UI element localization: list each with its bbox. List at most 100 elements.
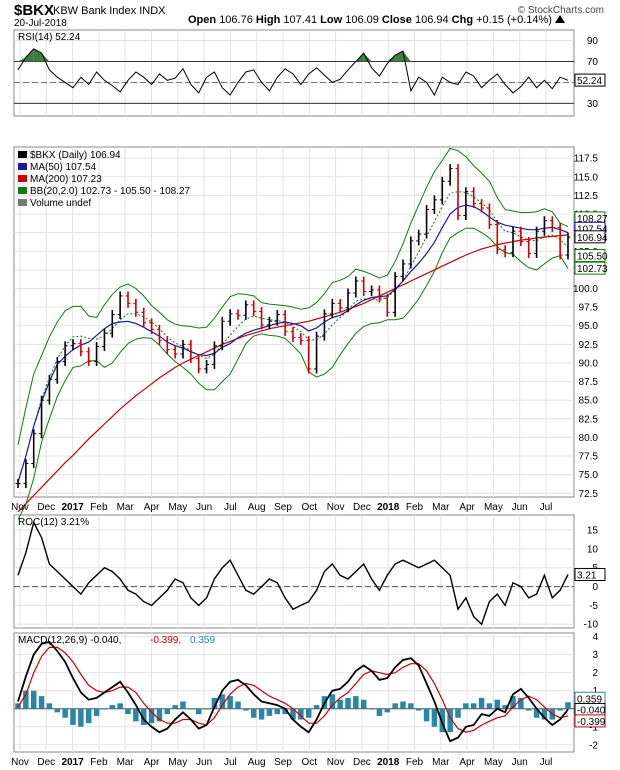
macd-histogram-bar bbox=[415, 708, 422, 711]
macd-tag-2: -0.399 bbox=[577, 717, 606, 728]
chart-symbol: $BKX bbox=[14, 2, 55, 19]
macd-histogram-bar bbox=[172, 705, 178, 709]
rsi-overbought-fill bbox=[395, 50, 403, 62]
macd-histogram-bar bbox=[565, 702, 571, 709]
y-tick-label: 97.5 bbox=[579, 303, 599, 314]
macd-histogram-bar bbox=[298, 708, 304, 720]
macd-histogram-bar bbox=[408, 703, 414, 709]
legend-entry-volume: Volume undef bbox=[30, 198, 91, 209]
macd-histogram-bar bbox=[455, 708, 461, 718]
close-label: Close bbox=[381, 14, 412, 26]
legend-marker-ma50 bbox=[18, 163, 27, 170]
x-tick-label-top: Nov bbox=[11, 502, 29, 513]
macd-signal-line bbox=[17, 646, 569, 733]
x-tick-label-top: 2018 bbox=[377, 502, 400, 513]
x-tick-label-bottom: Jul bbox=[224, 757, 237, 768]
price-tag-4-box bbox=[574, 261, 606, 275]
x-tick-label-bottom: Aug bbox=[248, 757, 266, 768]
x-tick-label-bottom: 2017 bbox=[61, 757, 84, 768]
macd-histogram-bar bbox=[38, 696, 45, 709]
macd-histogram-bar bbox=[46, 703, 53, 709]
macd-histogram-bar bbox=[188, 708, 194, 710]
macd-histogram-bar bbox=[439, 708, 446, 733]
x-tick-label-top: Sep bbox=[274, 502, 292, 513]
y-tick-label: 77.5 bbox=[579, 452, 599, 463]
macd-histogram-bar bbox=[164, 708, 171, 715]
x-tick-label-top: Apr bbox=[144, 502, 160, 513]
macd-histogram-bar bbox=[400, 701, 406, 709]
x-tick-label-top: 2017 bbox=[61, 502, 84, 513]
panel-frame-roc bbox=[13, 514, 575, 629]
copyright: © StockCharts.com bbox=[517, 5, 604, 16]
bb-upper-line bbox=[17, 147, 569, 446]
y-tick-label: 90 bbox=[587, 36, 599, 47]
x-tick-label-bottom: Dec bbox=[353, 757, 371, 768]
rsi-last-value: 52.24 bbox=[577, 76, 602, 87]
chg-value: +0.15 (+0.14%) bbox=[476, 14, 552, 26]
rsi-overbought-fill bbox=[387, 55, 396, 62]
macd-histogram-bar bbox=[463, 703, 469, 709]
legend-marker-ohlc bbox=[18, 151, 27, 158]
price-tag-3-box bbox=[574, 249, 606, 263]
y-tick-label: 85.0 bbox=[579, 396, 599, 407]
price-tag-1: 107.54 bbox=[577, 224, 608, 235]
macd-histogram-bar bbox=[109, 705, 116, 709]
macd-legend-signal: -0.399, bbox=[150, 635, 181, 646]
macd-histogram-bar bbox=[250, 708, 257, 718]
roc-legend: ROC(12) 3.21% bbox=[18, 517, 89, 528]
x-tick-label-top: Dec bbox=[37, 502, 55, 513]
x-tick-label-top: Nov bbox=[327, 502, 345, 513]
macd-histogram-bar bbox=[70, 708, 76, 725]
price-tag-0: 108.27 bbox=[577, 214, 608, 225]
x-tick-label-bottom: Oct bbox=[302, 757, 318, 768]
macd-histogram-bar bbox=[290, 708, 296, 720]
y-tick-label: -2 bbox=[589, 740, 598, 751]
macd-histogram-bar bbox=[23, 690, 29, 709]
y-tick-label: 75.0 bbox=[579, 470, 599, 481]
rsi-line bbox=[17, 48, 569, 97]
macd-histogram-bar bbox=[345, 697, 351, 709]
legend-entry-ohlc: $BKX (Daily) 106.94 bbox=[30, 150, 121, 161]
macd-histogram-bar bbox=[353, 696, 359, 709]
macd-histogram-bar bbox=[133, 708, 139, 722]
low-label: Low bbox=[320, 14, 343, 26]
macd-histogram-bar bbox=[62, 708, 68, 718]
macd-histogram-bar bbox=[274, 708, 281, 715]
macd-histogram-bar bbox=[85, 708, 92, 724]
x-tick-label-top: Jul bbox=[224, 502, 237, 513]
y-tick-label: 95.0 bbox=[579, 321, 599, 332]
macd-histogram-bar bbox=[203, 708, 210, 710]
macd-histogram-bar bbox=[494, 699, 501, 709]
ma200-line bbox=[17, 234, 569, 513]
rsi-overbought-fill bbox=[363, 53, 372, 62]
macd-histogram-bar bbox=[78, 708, 84, 727]
ohlc-readout: Open 106.76 High 107.41 Low 106.09 Close… bbox=[188, 14, 566, 26]
y-tick-label: 90.0 bbox=[579, 358, 599, 369]
macd-histogram-bar bbox=[337, 699, 343, 709]
panel-frame-macd bbox=[13, 632, 575, 753]
x-tick-label-bottom: Nov bbox=[11, 757, 29, 768]
panel-frame-rsi bbox=[13, 29, 575, 117]
chart-index-name: KBW Bank Index INDX bbox=[53, 5, 166, 17]
chg-label: Chg bbox=[451, 14, 474, 26]
x-tick-label-bottom: Sep bbox=[274, 757, 292, 768]
x-tick-label-top: Aug bbox=[248, 502, 266, 513]
macd-histogram-bar bbox=[101, 708, 108, 710]
macd-histogram-bar bbox=[368, 708, 375, 710]
macd-histogram-bar bbox=[227, 696, 233, 709]
open-label: Open bbox=[188, 14, 217, 26]
triangle-up-icon bbox=[555, 15, 566, 23]
x-tick-label-bottom: Mar bbox=[117, 757, 135, 768]
x-tick-label-top: Jun bbox=[512, 502, 528, 513]
price-tag-2: 106.94 bbox=[577, 233, 608, 244]
macd-histogram-bar bbox=[30, 690, 37, 709]
macd-histogram-bar bbox=[235, 701, 241, 709]
macd-histogram-bar bbox=[313, 705, 320, 709]
macd-histogram-bar bbox=[486, 703, 493, 709]
y-tick-label: 3 bbox=[592, 650, 598, 661]
macd-histogram-bar bbox=[360, 699, 367, 709]
legend-marker-volume bbox=[18, 199, 27, 206]
macd-histogram-bar bbox=[510, 696, 516, 709]
macd-histogram-bar bbox=[423, 708, 430, 722]
